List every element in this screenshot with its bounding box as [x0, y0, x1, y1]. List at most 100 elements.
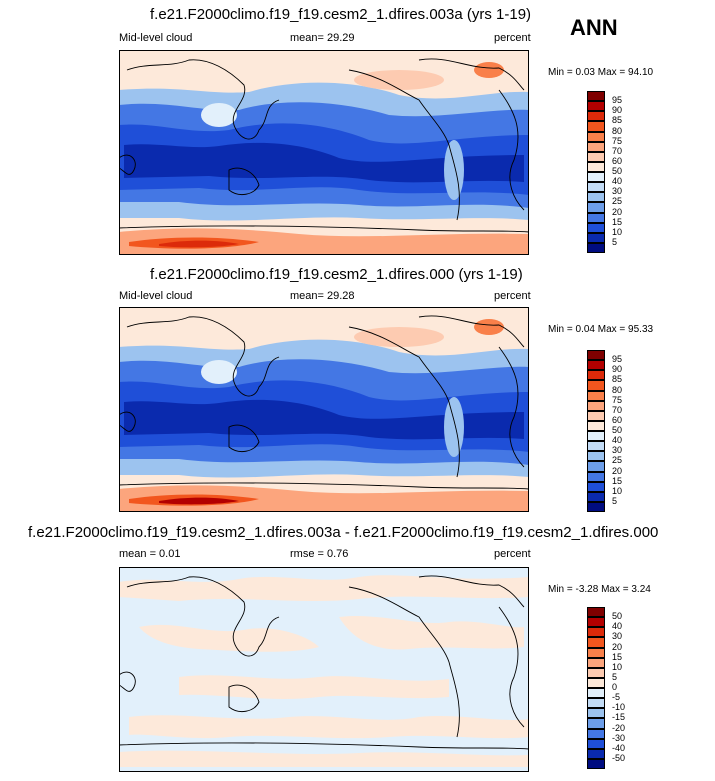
colorbar-swatch: [587, 410, 605, 421]
colorbar-tick-label: 80: [612, 384, 623, 395]
colorbar-swatch: [587, 481, 605, 492]
colorbar-swatch: [587, 491, 605, 502]
colorbar-tick-label: -15: [612, 712, 626, 723]
colorbar-swatch: [587, 111, 605, 122]
colorbar-swatch: [587, 151, 605, 162]
colorbar-tick-label: 90: [612, 364, 623, 375]
colorbar-swatch: [587, 370, 605, 381]
colorbar-tick-label: 70: [612, 145, 623, 156]
colorbar-swatch: [587, 758, 605, 769]
colorbar-swatch: [587, 708, 605, 719]
colorbar-tick-label: 10: [612, 226, 623, 237]
panel-2-map: [118, 307, 530, 512]
panel-3-units-label: percent: [494, 548, 531, 560]
colorbar-swatch: [587, 501, 605, 512]
panel-1-map: [118, 50, 530, 255]
colorbar-tick-label: 80: [612, 125, 623, 136]
panel-1-colorbar: [587, 91, 605, 253]
colorbar-swatch: [587, 617, 605, 628]
colorbar-tick-label: 50: [612, 425, 623, 435]
panel-2-variable-label: Mid-level cloud: [119, 290, 193, 302]
panel-3-mean-label: mean = 0.01: [119, 548, 181, 560]
colorbar-swatch: [587, 242, 605, 253]
colorbar-tick-label: -30: [612, 732, 626, 743]
colorbar-swatch: [587, 688, 605, 699]
colorbar-tick-label: 75: [612, 394, 623, 405]
colorbar-tick-label: 40: [612, 176, 623, 187]
colorbar-tick-label: 60: [612, 414, 623, 425]
colorbar-swatch: [587, 698, 605, 709]
colorbar-swatch: [587, 182, 605, 193]
colorbar-tick-label: 15: [612, 651, 623, 662]
colorbar-tick-label: 0: [612, 682, 618, 692]
colorbar-swatch: [587, 627, 605, 638]
panel-3-rmse-label: rmse = 0.76: [290, 548, 349, 560]
colorbar-tick-label: -50: [612, 752, 626, 763]
colorbar-swatch: [587, 451, 605, 462]
colorbar-tick-label: 20: [612, 641, 623, 652]
colorbar-tick-label: 15: [612, 475, 623, 486]
panel-3-title: f.e21.F2000climo.f19_f19.cesm2_1.dfires.…: [28, 524, 659, 541]
panel-2-mean-label: mean= 29.28: [290, 290, 355, 302]
colorbar-swatch: [587, 461, 605, 472]
colorbar-swatch: [587, 141, 605, 152]
colorbar-tick-label: 5: [612, 495, 618, 506]
colorbar-swatch: [587, 390, 605, 401]
colorbar-tick-label: 25: [612, 455, 623, 466]
colorbar-swatch: [587, 222, 605, 233]
colorbar-tick-label: 75: [612, 135, 623, 146]
colorbar-swatch: [587, 161, 605, 172]
panel-2-colorbar: [587, 350, 605, 512]
colorbar-swatch: [587, 131, 605, 142]
colorbar-swatch: [587, 380, 605, 391]
colorbar-tick-label: 50: [612, 166, 623, 176]
panel-1-variable-label: Mid-level cloud: [119, 32, 193, 44]
colorbar-swatch: [587, 360, 605, 371]
panel-3-colorbar: [587, 607, 605, 769]
panel-1-units-label: percent: [494, 32, 531, 44]
colorbar-tick-label: 70: [612, 404, 623, 415]
panel-2-title: f.e21.F2000climo.f19_f19.cesm2_1.dfires.…: [150, 266, 523, 283]
colorbar-swatch: [587, 441, 605, 452]
colorbar-tick-label: -10: [612, 702, 626, 713]
panel-3-minmax: Min = -3.28 Max = 3.24: [548, 584, 651, 595]
colorbar-tick-label: 10: [612, 485, 623, 496]
panel-2-units-label: percent: [494, 290, 531, 302]
colorbar-tick-label: 25: [612, 196, 623, 207]
colorbar-tick-label: 85: [612, 374, 623, 385]
colorbar-tick-label: 95: [612, 95, 623, 106]
colorbar-swatch: [587, 667, 605, 678]
colorbar-tick-label: 85: [612, 115, 623, 126]
colorbar-tick-label: 50: [612, 611, 623, 622]
colorbar-swatch: [587, 212, 605, 223]
season-label: ANN: [570, 15, 618, 40]
colorbar-tick-label: 20: [612, 206, 623, 217]
colorbar-tick-label: 5: [612, 671, 618, 682]
colorbar-swatch: [587, 607, 605, 618]
colorbar-tick-label: 95: [612, 354, 623, 365]
colorbar-swatch: [587, 748, 605, 759]
colorbar-swatch: [587, 202, 605, 213]
colorbar-tick-label: 40: [612, 435, 623, 446]
colorbar-tick-label: -20: [612, 722, 626, 733]
colorbar-tick-label: 40: [612, 621, 623, 632]
colorbar-tick-label: -40: [612, 742, 626, 753]
colorbar-swatch: [587, 738, 605, 749]
colorbar-swatch: [587, 232, 605, 243]
colorbar-tick-label: 30: [612, 631, 623, 642]
colorbar-tick-label: 30: [612, 445, 623, 456]
colorbar-swatch: [587, 657, 605, 668]
panel-2-minmax: Min = 0.04 Max = 95.33: [548, 324, 654, 335]
colorbar-swatch: [587, 647, 605, 658]
colorbar-swatch: [587, 431, 605, 442]
colorbar-swatch: [587, 420, 605, 431]
colorbar-swatch: [587, 471, 605, 482]
panel-1-mean-label: mean= 29.29: [290, 32, 355, 44]
panel-1-minmax: Min = 0.03 Max = 94.10: [548, 67, 654, 78]
colorbar-tick-label: 30: [612, 186, 623, 197]
panel-3-map: [118, 567, 530, 772]
colorbar-tick-label: -5: [612, 692, 621, 703]
colorbar-swatch: [587, 400, 605, 411]
colorbar-tick-label: 90: [612, 105, 623, 116]
colorbar-swatch: [587, 172, 605, 183]
